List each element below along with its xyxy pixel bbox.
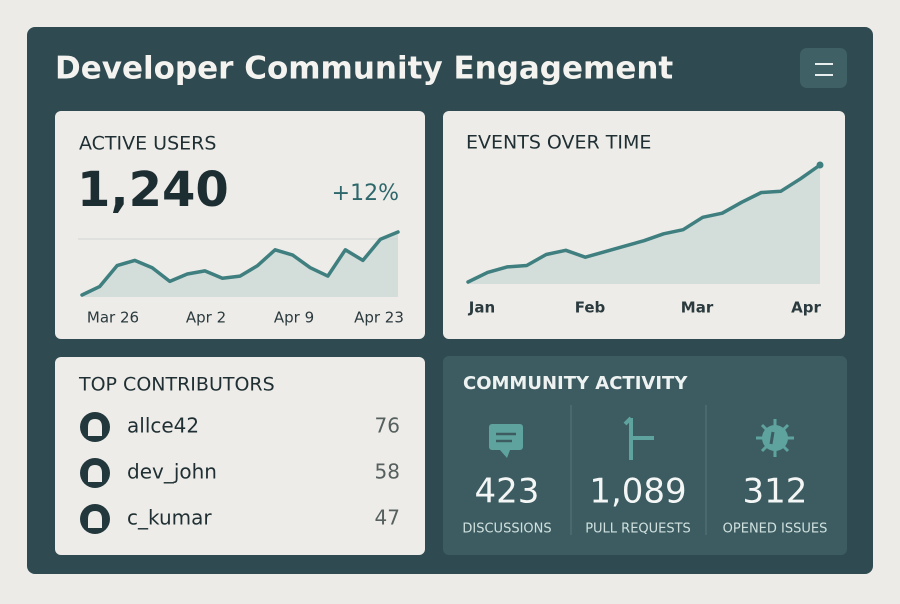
- metric-value: 1,240: [77, 162, 229, 218]
- icon-shape: [769, 431, 775, 445]
- end-point: [816, 161, 824, 169]
- contributor-name: c_kumar: [127, 506, 212, 530]
- x-axis-label: Apr 2: [186, 309, 226, 327]
- contributor-name: dev_john: [127, 460, 217, 484]
- avatar-icon: [88, 511, 102, 528]
- icon-shape: [623, 416, 633, 426]
- icon-shape: [756, 419, 794, 457]
- contributor-count: 47: [375, 506, 400, 530]
- menu-button[interactable]: [800, 48, 847, 88]
- card-title: ACTIVE USERS: [79, 133, 216, 155]
- issue-icon: [756, 419, 794, 457]
- dashboard-title: Developer Community Engagement: [55, 51, 673, 87]
- card-title: EVENTS OVER TIME: [466, 132, 651, 154]
- contributor-name: allce42: [127, 414, 199, 438]
- x-axis-label: Feb: [575, 299, 606, 317]
- x-axis-label: Apr: [791, 299, 821, 317]
- contributor-count: 76: [375, 414, 400, 438]
- x-axis-label: Mar 26: [87, 309, 139, 327]
- avatar-icon: [88, 419, 102, 436]
- stat-value: 1,089: [589, 472, 686, 512]
- card-title: COMMUNITY ACTIVITY: [463, 373, 688, 394]
- activity-card: [443, 356, 847, 555]
- stat-value: 423: [475, 472, 540, 512]
- avatar-icon: [88, 465, 102, 482]
- discussion-icon: [489, 424, 523, 458]
- metric-change: +12%: [332, 181, 399, 206]
- x-axis-label: Jan: [468, 299, 495, 317]
- menu-button-bg[interactable]: [800, 48, 847, 88]
- area-fill: [468, 165, 820, 284]
- x-axis-label: Apr 9: [274, 309, 314, 327]
- stat-label: OPENED ISSUES: [723, 522, 828, 537]
- area-fill: [82, 232, 398, 297]
- contributors-card: [55, 357, 425, 555]
- pull-request-icon: [623, 416, 654, 460]
- card-title: TOP CONTRIBUTORS: [78, 374, 275, 396]
- x-axis-label: Apr 23: [354, 309, 404, 327]
- x-axis-label: Mar: [681, 299, 714, 317]
- stat-value: 312: [743, 472, 808, 512]
- stat-label: PULL REQUESTS: [585, 522, 691, 537]
- trend-line: [466, 163, 822, 284]
- trend-line: [80, 230, 400, 297]
- icon-shape: [489, 424, 523, 450]
- icon-shape: [500, 450, 510, 458]
- stat-label: DISCUSSIONS: [462, 522, 551, 537]
- contributor-count: 58: [375, 460, 400, 484]
